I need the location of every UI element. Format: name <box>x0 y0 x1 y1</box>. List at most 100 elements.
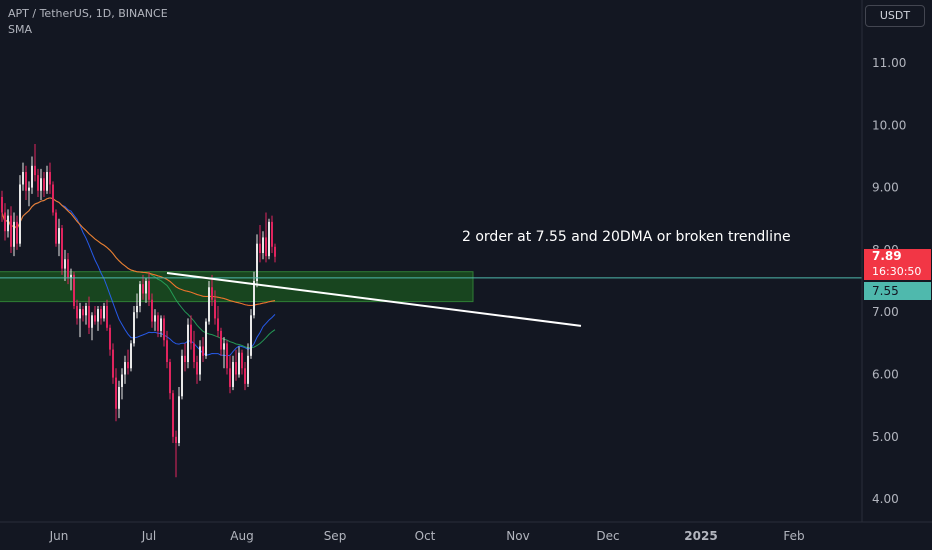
candle-body <box>202 346 204 356</box>
zone-layer <box>0 271 474 303</box>
moving-averages <box>1 197 276 357</box>
candle-body <box>109 327 111 350</box>
candle-body <box>211 287 213 300</box>
candle-body <box>73 274 75 306</box>
candle-body <box>262 237 264 254</box>
candle-body <box>112 349 114 378</box>
time-axis[interactable]: Jun Jul Aug Sep Oct Nov Dec 2025 Feb <box>49 529 805 543</box>
candle-body <box>13 221 15 247</box>
time-tick-label: Dec <box>596 529 619 543</box>
candle-body <box>250 315 252 356</box>
candle-body <box>55 212 57 244</box>
candle-body <box>229 368 231 387</box>
candle-body <box>46 172 48 191</box>
candle-body <box>16 221 18 244</box>
candle-body <box>127 362 129 369</box>
candle-body <box>157 315 159 331</box>
bar-countdown: 16:30:50 <box>872 265 922 278</box>
candle-body <box>175 436 177 444</box>
candle-body <box>94 315 96 322</box>
time-tick-label: Feb <box>783 529 804 543</box>
candle-body <box>232 362 234 387</box>
price-tick-label: 9.00 <box>872 181 899 195</box>
trendline <box>166 271 582 327</box>
price-tick-label: 10.00 <box>872 118 906 132</box>
candle-body <box>259 243 261 254</box>
candle-body <box>58 228 60 244</box>
candle-body <box>142 284 144 294</box>
candle-body <box>145 281 147 294</box>
candle-body <box>196 362 198 375</box>
candle-body <box>265 237 267 257</box>
candle-body <box>184 355 186 363</box>
time-tick-label: 2025 <box>684 529 717 543</box>
candle-body <box>172 393 174 437</box>
candle-body <box>235 362 237 375</box>
currency-button[interactable]: USDT <box>865 5 925 27</box>
candle-body <box>4 212 6 232</box>
candle-body <box>223 343 225 350</box>
candle-body <box>241 352 243 369</box>
candle-body <box>193 343 195 363</box>
time-tick-label: Jul <box>141 529 156 543</box>
candle-body <box>190 324 192 344</box>
candle-body <box>61 228 63 269</box>
level-price-tag: 7.55 <box>864 282 931 300</box>
candle-body <box>7 215 9 232</box>
candle-body <box>82 309 84 316</box>
candle-body <box>28 187 30 191</box>
candle-body <box>238 352 240 375</box>
candle-body <box>121 374 123 387</box>
chart-annotation[interactable]: 2 order at 7.55 and 20DMA or broken tren… <box>462 229 791 245</box>
candle-body <box>187 324 189 363</box>
candle-body <box>205 321 207 356</box>
candle-body <box>253 281 255 316</box>
candle-body <box>160 318 162 331</box>
price-tick-label: 7.00 <box>872 305 899 319</box>
candle-body <box>34 165 36 176</box>
candle-body <box>133 312 135 344</box>
candle-body <box>22 172 24 185</box>
indicator-label[interactable]: SMA <box>8 23 32 36</box>
candle-body <box>10 215 12 247</box>
sma-200-line <box>1 197 276 307</box>
candle-body <box>43 178 45 191</box>
candle-body <box>274 246 276 257</box>
candle-body <box>136 305 138 313</box>
candle-body <box>199 346 201 375</box>
candle-body <box>64 259 66 269</box>
candle-body <box>244 368 246 384</box>
candle-body <box>115 377 117 409</box>
symbol-title[interactable]: APT / TetherUS, 1D, BINANCE <box>8 7 168 20</box>
time-tick-label: Nov <box>506 529 529 543</box>
candle-body <box>214 299 216 319</box>
candle-body <box>148 281 150 300</box>
candle-body <box>130 343 132 369</box>
candle-body <box>181 355 183 397</box>
candle-body <box>166 340 168 363</box>
price-tick-label: 4.00 <box>872 492 899 506</box>
drawings <box>0 271 862 327</box>
last-price-value: 7.89 <box>872 249 902 263</box>
candles <box>1 143 276 478</box>
candle-body <box>220 330 222 350</box>
candle-body <box>1 196 3 213</box>
candle-body <box>154 315 156 322</box>
time-tick-label: Aug <box>230 529 253 543</box>
candle-body <box>103 305 105 319</box>
price-tick-label: 5.00 <box>872 430 899 444</box>
candle-body <box>31 165 33 188</box>
time-tick-label: Jun <box>49 529 69 543</box>
price-tick-label: 11.00 <box>872 56 906 70</box>
candle-body <box>88 305 90 328</box>
candle-body <box>268 221 270 257</box>
candle-body <box>217 318 219 331</box>
candle-body <box>100 309 102 319</box>
candle-body <box>106 305 108 328</box>
candle-body <box>169 362 171 394</box>
candle-body <box>118 386 120 409</box>
candle-body <box>85 305 87 316</box>
last-price-tag: 7.89 16:30:50 <box>864 249 931 280</box>
